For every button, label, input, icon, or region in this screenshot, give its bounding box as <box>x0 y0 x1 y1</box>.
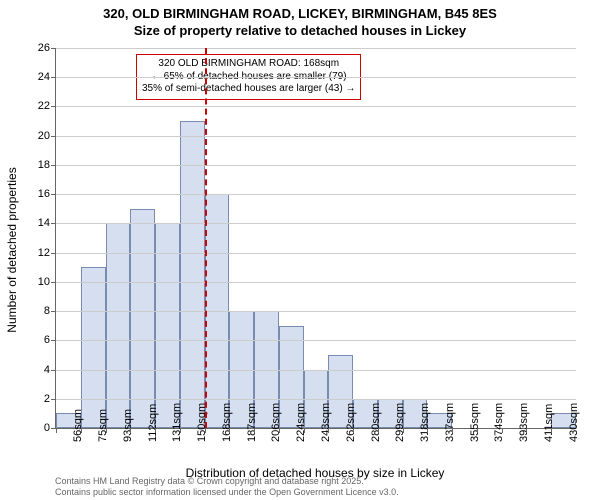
y-tick-mark <box>51 223 56 224</box>
y-tick-mark <box>51 311 56 312</box>
y-gridline <box>56 106 576 107</box>
y-tick-label: 8 <box>44 305 50 317</box>
y-tick-mark <box>51 106 56 107</box>
y-gridline <box>56 136 576 137</box>
y-tick-label: 4 <box>44 364 50 376</box>
x-tick-mark <box>452 428 453 433</box>
footer-line1: Contains HM Land Registry data © Crown c… <box>55 476 399 487</box>
x-tick-label: 262sqm <box>345 403 357 442</box>
y-tick-mark <box>51 399 56 400</box>
x-tick-mark <box>180 428 181 433</box>
x-tick-mark <box>328 428 329 433</box>
histogram-bar <box>180 121 205 428</box>
y-tick-label: 0 <box>44 422 50 434</box>
y-tick-label: 14 <box>38 217 50 229</box>
x-tick-mark <box>403 428 404 433</box>
y-gridline <box>56 223 576 224</box>
x-tick-label: 131sqm <box>171 403 183 442</box>
y-gridline <box>56 48 576 49</box>
y-gridline <box>56 399 576 400</box>
y-tick-label: 18 <box>38 159 50 171</box>
x-tick-mark <box>81 428 82 433</box>
chart-title-line1: 320, OLD BIRMINGHAM ROAD, LICKEY, BIRMIN… <box>0 6 600 23</box>
bars-group <box>56 48 576 428</box>
x-tick-label: 75sqm <box>97 409 109 442</box>
x-tick-label: 355sqm <box>469 403 481 442</box>
y-tick-label: 16 <box>38 188 50 200</box>
x-tick-mark <box>56 428 57 433</box>
x-tick-mark <box>254 428 255 433</box>
y-tick-label: 20 <box>38 130 50 142</box>
x-tick-mark <box>155 428 156 433</box>
histogram-bar <box>81 267 106 428</box>
x-tick-label: 374sqm <box>493 403 505 442</box>
chart-title-block: 320, OLD BIRMINGHAM ROAD, LICKEY, BIRMIN… <box>0 0 600 40</box>
x-tick-label: 318sqm <box>419 403 431 442</box>
x-tick-mark <box>378 428 379 433</box>
y-tick-mark <box>51 48 56 49</box>
chart-footer: Contains HM Land Registry data © Crown c… <box>55 476 399 498</box>
x-tick-label: 224sqm <box>295 403 307 442</box>
x-tick-mark <box>551 428 552 433</box>
y-gridline <box>56 253 576 254</box>
y-tick-mark <box>51 136 56 137</box>
x-tick-mark <box>427 428 428 433</box>
y-tick-label: 10 <box>38 276 50 288</box>
y-tick-label: 22 <box>38 100 50 112</box>
y-gridline <box>56 311 576 312</box>
y-gridline <box>56 370 576 371</box>
x-tick-mark <box>502 428 503 433</box>
y-tick-mark <box>51 253 56 254</box>
chart-container: 320, OLD BIRMINGHAM ROAD, LICKEY, BIRMIN… <box>0 0 600 500</box>
x-tick-label: 299sqm <box>394 403 406 442</box>
x-tick-label: 112sqm <box>147 404 159 442</box>
histogram-bar <box>106 223 131 428</box>
y-tick-mark <box>51 77 56 78</box>
histogram-bar <box>130 209 155 428</box>
plot-area: 320 OLD BIRMINGHAM ROAD: 168sqm ← 65% of… <box>55 48 576 429</box>
x-tick-label: 56sqm <box>72 409 84 442</box>
x-tick-label: 280sqm <box>370 403 382 442</box>
x-tick-mark <box>304 428 305 433</box>
y-gridline <box>56 340 576 341</box>
y-tick-mark <box>51 282 56 283</box>
y-tick-label: 6 <box>44 334 50 346</box>
x-tick-label: 337sqm <box>444 403 456 442</box>
y-gridline <box>56 77 576 78</box>
y-tick-label: 2 <box>44 393 50 405</box>
annotation-line1: 320 OLD BIRMINGHAM ROAD: 168sqm <box>142 58 355 71</box>
annotation-line3: 35% of semi-detached houses are larger (… <box>142 83 355 96</box>
chart-title-line2: Size of property relative to detached ho… <box>0 23 600 40</box>
y-tick-mark <box>51 340 56 341</box>
y-axis-label: Number of detached properties <box>5 167 19 332</box>
y-gridline <box>56 194 576 195</box>
x-tick-label: 187sqm <box>246 403 258 442</box>
marker-line <box>205 48 207 428</box>
y-gridline <box>56 282 576 283</box>
x-tick-label: 243sqm <box>320 403 332 442</box>
x-tick-label: 206sqm <box>270 403 282 442</box>
x-tick-mark <box>106 428 107 433</box>
x-tick-mark <box>205 428 206 433</box>
histogram-bar <box>155 223 180 428</box>
x-tick-label: 393sqm <box>518 403 530 442</box>
y-gridline <box>56 165 576 166</box>
y-tick-mark <box>51 165 56 166</box>
y-tick-label: 12 <box>38 247 50 259</box>
y-tick-label: 26 <box>38 42 50 54</box>
y-tick-mark <box>51 370 56 371</box>
x-tick-mark <box>279 428 280 433</box>
x-tick-label: 168sqm <box>221 403 233 442</box>
y-tick-mark <box>51 194 56 195</box>
x-tick-label: 430sqm <box>568 403 580 442</box>
x-tick-mark <box>130 428 131 433</box>
x-tick-mark <box>353 428 354 433</box>
x-tick-label: 93sqm <box>122 409 134 442</box>
x-tick-mark <box>229 428 230 433</box>
x-tick-mark <box>477 428 478 433</box>
x-tick-mark <box>526 428 527 433</box>
x-tick-label: 411sqm <box>543 404 555 442</box>
footer-line2: Contains public sector information licen… <box>55 487 399 498</box>
y-tick-label: 24 <box>38 71 50 83</box>
